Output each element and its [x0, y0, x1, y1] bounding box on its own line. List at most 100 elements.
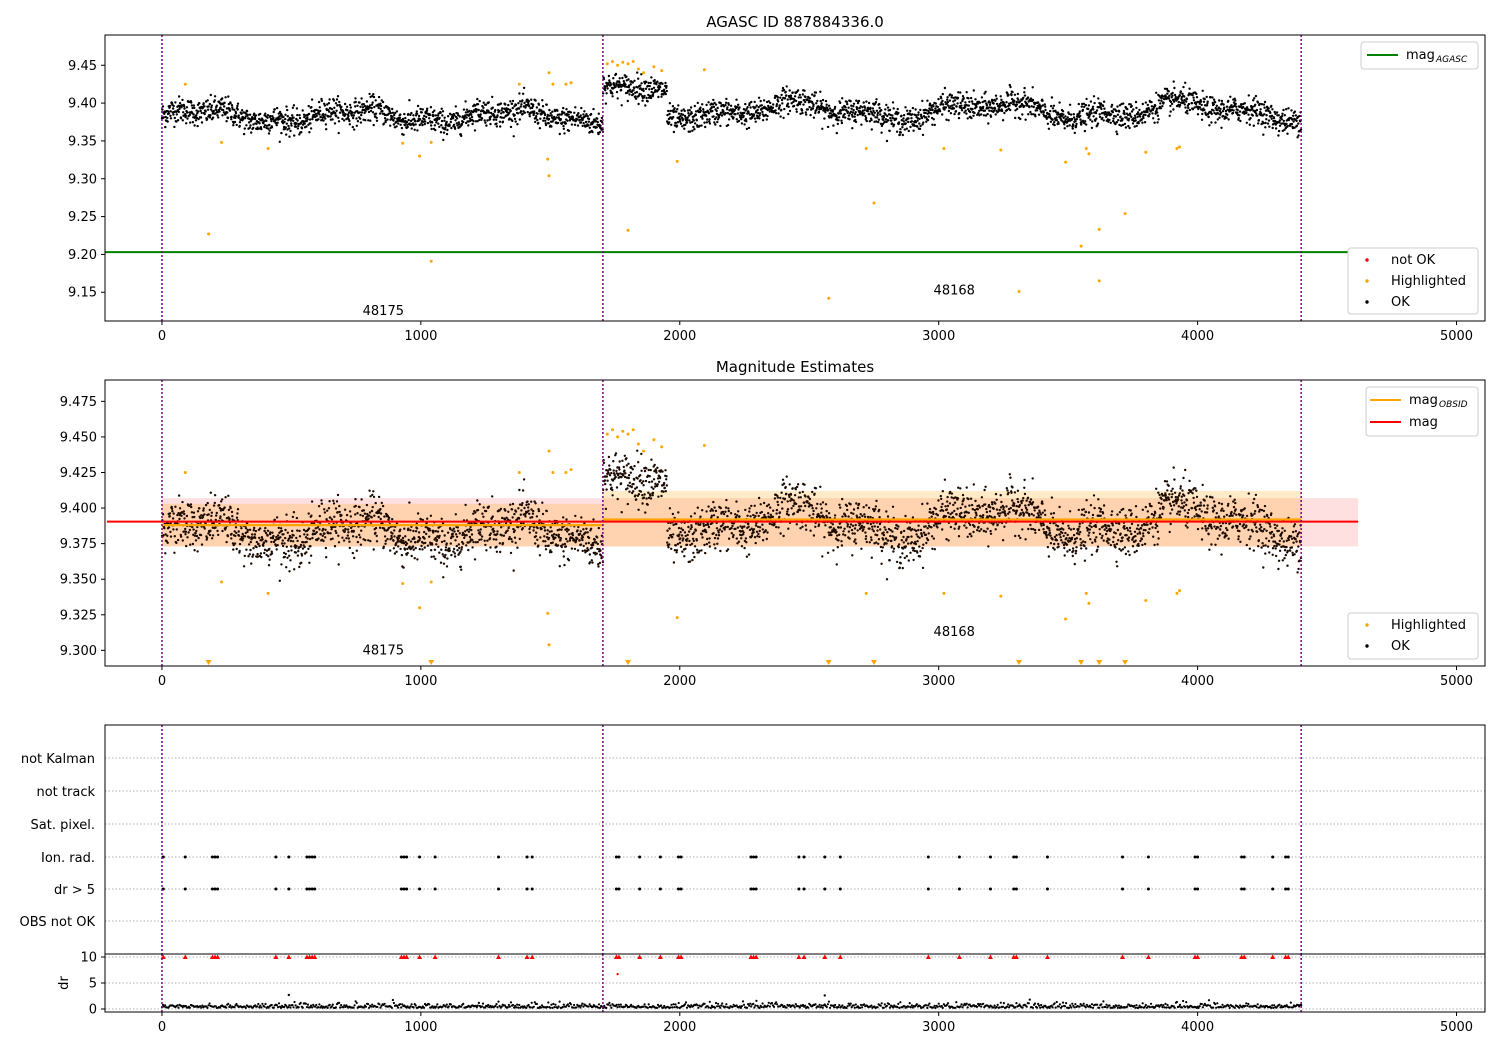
- ok-point: [348, 103, 352, 107]
- ok-point: [600, 116, 604, 120]
- ok-point: [666, 113, 669, 117]
- ok-point: [1032, 105, 1035, 109]
- ok-point: [1227, 118, 1230, 121]
- ok-point: [296, 113, 299, 117]
- ok-point: [574, 106, 577, 109]
- ok-point: [797, 96, 800, 99]
- highlighted-point: [183, 82, 187, 86]
- ok-point: [393, 552, 397, 555]
- ok-point: [627, 84, 631, 87]
- ok-point: [1286, 132, 1289, 135]
- ok-point: [213, 494, 217, 497]
- ok-point: [602, 461, 606, 465]
- ok-point: [636, 449, 639, 452]
- ok-point: [1154, 104, 1157, 108]
- ok-point: [829, 112, 832, 115]
- ok-point: [695, 119, 698, 122]
- ok-point: [178, 102, 182, 105]
- ok-point: [1135, 106, 1138, 110]
- ok-point: [1241, 105, 1245, 109]
- ok-point: [258, 536, 261, 540]
- ok-point: [930, 112, 933, 115]
- ok-point: [1094, 111, 1098, 115]
- ok-point: [1142, 116, 1145, 120]
- ok-point: [1203, 97, 1206, 101]
- ok-point: [1053, 121, 1056, 124]
- ok-point: [226, 116, 230, 120]
- ok-point: [1238, 114, 1241, 117]
- ok-point: [176, 538, 180, 542]
- ok-point: [534, 99, 537, 102]
- ok-point: [1155, 107, 1159, 110]
- ok-point: [177, 110, 180, 114]
- ok-point: [1087, 107, 1090, 111]
- ok-point: [1052, 104, 1056, 108]
- ok-point: [706, 118, 709, 121]
- ok-point: [410, 127, 413, 130]
- ok-point: [416, 558, 419, 561]
- ok-point: [291, 515, 295, 519]
- ok-point: [193, 534, 197, 537]
- ok-point: [1267, 107, 1270, 110]
- ok-point: [384, 542, 387, 545]
- ok-point: [298, 116, 302, 120]
- ok-point: [1063, 123, 1066, 126]
- ok-point: [254, 117, 257, 121]
- ok-point: [620, 104, 623, 107]
- ok-point: [235, 531, 238, 535]
- ok-point: [172, 528, 175, 531]
- ok-point: [480, 117, 484, 120]
- ok-point: [272, 110, 275, 114]
- ok-point: [543, 113, 547, 117]
- ok-point: [325, 128, 328, 131]
- ok-point: [498, 109, 501, 113]
- ok-point: [305, 119, 308, 123]
- ok-point: [735, 98, 738, 101]
- ok-point: [1192, 99, 1196, 102]
- ok-point: [279, 117, 282, 120]
- ok-point: [1146, 110, 1149, 114]
- ok-point: [555, 116, 558, 119]
- ok-point: [690, 120, 694, 124]
- ok-point: [173, 535, 176, 538]
- ok-point: [495, 545, 498, 548]
- ok-point: [1046, 122, 1050, 126]
- ok-point: [521, 112, 524, 116]
- ok-point: [606, 87, 609, 90]
- ok-point: [757, 96, 761, 100]
- ok-point: [1017, 98, 1020, 102]
- ok-point: [293, 568, 296, 571]
- ok-point: [221, 498, 224, 501]
- ok-point: [1042, 110, 1046, 114]
- ok-point: [332, 502, 336, 505]
- ok-point: [702, 108, 705, 111]
- ok-point: [995, 102, 999, 106]
- ok-point: [1085, 123, 1088, 126]
- ok-point: [236, 102, 240, 105]
- ok-point: [509, 503, 512, 506]
- ok-point: [253, 526, 256, 530]
- ok-point: [656, 80, 659, 83]
- ok-point: [1135, 124, 1138, 128]
- ok-point: [283, 120, 286, 124]
- ok-point: [462, 542, 465, 545]
- ok-point: [351, 125, 354, 129]
- ok-point: [445, 120, 448, 124]
- ok-point: [433, 548, 437, 551]
- ok-point: [622, 465, 625, 469]
- ok-point: [429, 514, 433, 517]
- ok-point: [430, 124, 433, 127]
- ok-point: [624, 472, 627, 475]
- ok-point: [362, 103, 366, 106]
- ok-point: [531, 512, 535, 515]
- ok-point: [773, 96, 777, 100]
- highlighted-point: [864, 147, 868, 150]
- ok-point: [1084, 103, 1088, 107]
- ok-point: [804, 95, 807, 99]
- ok-point: [255, 545, 258, 549]
- ok-point: [778, 104, 782, 107]
- ok-point: [960, 109, 964, 112]
- ok-point: [1150, 105, 1154, 108]
- ok-point: [545, 509, 548, 513]
